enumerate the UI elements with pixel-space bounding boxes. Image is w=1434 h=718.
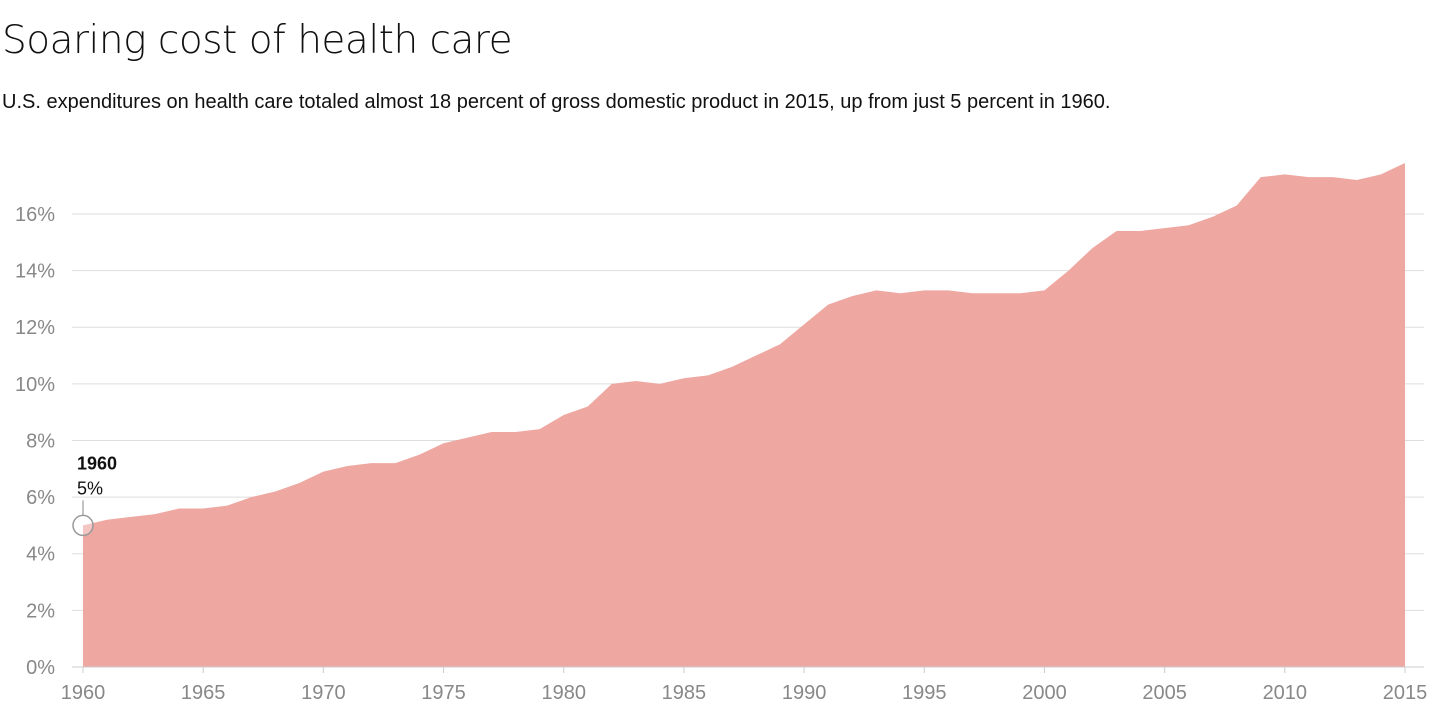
annotation-year: 1960	[77, 453, 117, 473]
x-tick-label: 1960	[61, 682, 106, 704]
y-tick-label: 14%	[15, 261, 55, 283]
y-tick-label: 2%	[26, 600, 55, 622]
y-tick-label: 16%	[15, 204, 55, 226]
y-tick-label: 12%	[15, 317, 55, 339]
x-tick-label: 1995	[902, 682, 947, 704]
x-tick-label: 2005	[1142, 682, 1187, 704]
axes: 0% 2% 4% 6% 8% 10% 12% 14% 16% 1960 1965 1970 1975 19…	[15, 204, 1427, 704]
y-tick-label: 4%	[26, 544, 55, 566]
y-tick-label: 6%	[26, 487, 55, 509]
chart-title: Soaring cost of health care	[2, 18, 513, 63]
y-tick-label: 8%	[26, 430, 55, 452]
annotation: 1960 5%	[72, 453, 117, 537]
y-tick-label: 0%	[26, 657, 55, 679]
x-tick-label: 1990	[782, 682, 827, 704]
area-layer	[83, 163, 1405, 667]
chart-subtitle: U.S. expenditures on health care totaled…	[2, 91, 1111, 113]
x-tick-label: 1975	[421, 682, 466, 704]
x-tick-label: 2015	[1383, 682, 1428, 704]
x-tick-label: 2010	[1263, 682, 1308, 704]
annotation-value: 5%	[77, 478, 103, 498]
annotation-marker[interactable]	[72, 514, 94, 537]
y-tick-label: 10%	[15, 374, 55, 396]
x-tick-label: 1980	[541, 682, 586, 704]
x-tick-label: 2000	[1022, 682, 1067, 704]
x-tick-label: 1965	[181, 682, 226, 704]
area-series	[83, 163, 1405, 667]
x-tick-label: 1985	[662, 682, 707, 704]
x-tick-label: 1970	[301, 682, 346, 704]
